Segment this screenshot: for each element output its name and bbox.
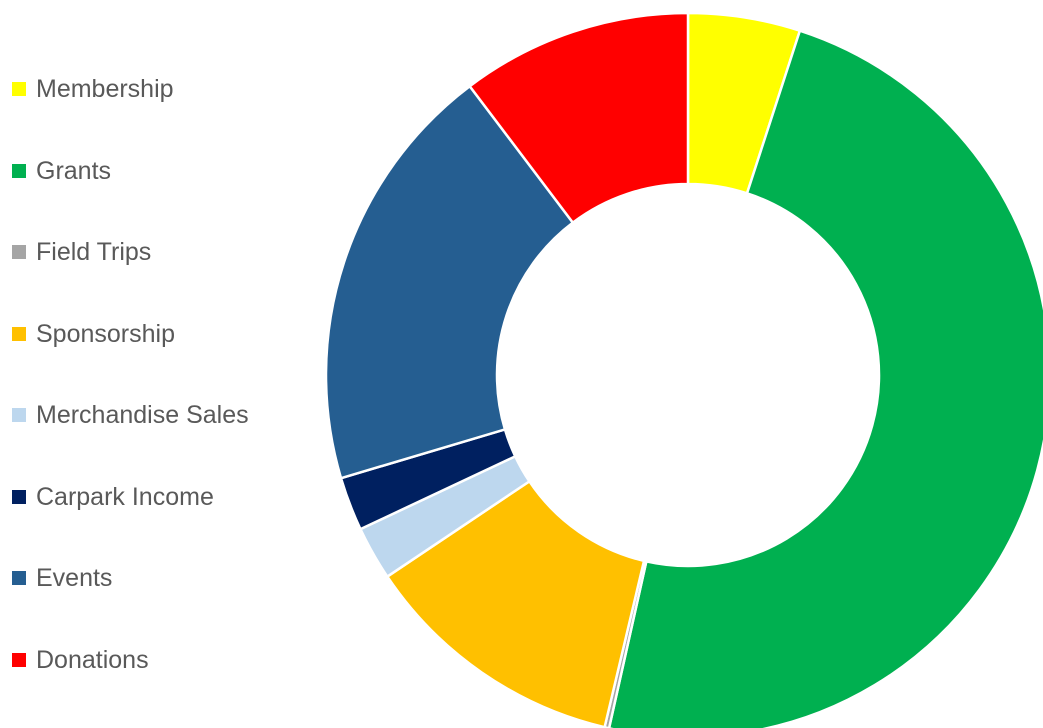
legend-swatch-merchandise-sales <box>12 408 26 422</box>
slice-donations <box>467 11 690 225</box>
legend-swatch-sponsorship <box>12 326 26 341</box>
legend-label-donations: Donations <box>36 645 149 674</box>
legend-item-grants: Grants <box>10 150 249 232</box>
legend-item-donations: Donations <box>10 639 249 721</box>
legend-swatch-membership <box>12 82 26 96</box>
legend-label-membership: Membership <box>36 75 174 103</box>
legend-swatch-events <box>12 571 26 585</box>
legend-item-field-trips: Field Trips <box>10 231 249 313</box>
legend-item-events: Events <box>10 557 249 639</box>
legend-label-sponsorship: Sponsorship <box>36 319 175 348</box>
slice-events <box>324 84 575 480</box>
legend-item-sponsorship: Sponsorship <box>10 313 249 395</box>
legend-swatch-donations <box>12 652 26 667</box>
legend-label-grants: Grants <box>36 156 112 185</box>
legend-label-events: Events <box>36 564 113 592</box>
legend-swatch-grants <box>12 163 26 178</box>
slice-sponsorship <box>385 479 646 728</box>
legend-swatch-carpark-income <box>12 489 26 504</box>
legend-label-field-trips: Field Trips <box>36 238 152 266</box>
legend-swatch-field-trips <box>12 245 26 259</box>
slice-grants <box>607 29 1043 728</box>
legend-item-merchandise-sales: Merchandise Sales <box>10 394 249 476</box>
legend-item-carpark-income: Carpark Income <box>10 476 249 558</box>
legend-label-carpark-income: Carpark Income <box>36 482 214 511</box>
legend-item-membership: Membership <box>10 68 249 150</box>
chart-legend: Membership Grants Field Trips Sponsorship Me… <box>10 68 249 720</box>
legend-label-merchandise-sales: Merchandise Sales <box>36 401 249 429</box>
